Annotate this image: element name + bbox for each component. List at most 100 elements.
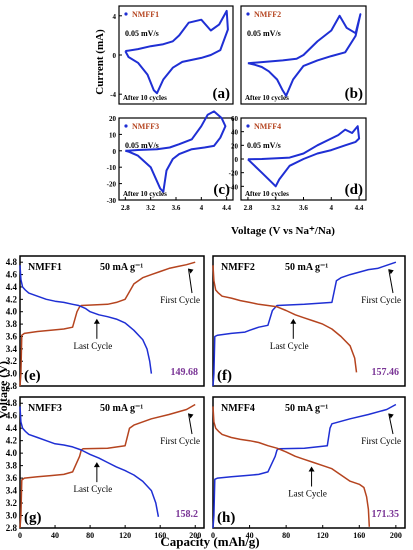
y-tick-label: 0 (113, 52, 117, 60)
panel-f: NMFF2 50 mA g⁻¹ (f) 157.46 First Cycle Last C… (212, 255, 406, 387)
y-tick-label: 4.4 (6, 282, 18, 292)
cv-x-axis-label: Voltage (V vs Na⁺/Na) (231, 225, 335, 237)
series-line (19, 261, 196, 387)
y-tick-label: 4.0 (6, 307, 18, 317)
series-line (212, 403, 397, 529)
panel-h: 0 40 80 120 160 200 NMFF4 50 mA g⁻¹ (h) 171.35 Fir… (211, 396, 406, 540)
x-tick-label: 0 (211, 531, 215, 540)
plot-frame (212, 396, 406, 529)
first-cycle-arrow (388, 269, 394, 294)
y-tick-label: -4 (110, 91, 116, 99)
series-line (212, 406, 371, 527)
legend-marker (246, 124, 250, 128)
panel-letter: (c) (213, 182, 230, 198)
first-cycle-arrow (187, 413, 193, 435)
last-cycle-annotation: Last Cycle (73, 341, 112, 351)
sample-label: NMFF2 (221, 262, 255, 273)
panel-g: 2.8 3.0 3.2 3.4 3.6 3.8 4.0 4.2 4.4 4.6 4.8 0 40 80 12… (6, 396, 205, 540)
first-cycle-arrow (187, 268, 193, 294)
y-tick-label: 3.4 (6, 486, 18, 496)
y-tick-label: 4.0 (6, 448, 18, 458)
x-tick-label: 120 (119, 531, 131, 540)
panel-a: -4 0 4 NMFF1 0.05 mV/s After 10 cycles (a) (110, 5, 234, 105)
series-line (19, 406, 160, 517)
legend-label: NMFF1 (132, 10, 159, 19)
cv-y-axis-label: Current (mA) (94, 29, 106, 95)
capacity-value-label: 157.46 (372, 367, 400, 378)
sample-label: NMFF3 (28, 403, 62, 414)
panel-letter: (b) (345, 86, 363, 102)
first-cycle-arrowhead (388, 269, 394, 275)
x-tick-label: 4 (200, 204, 204, 212)
last-cycle-arrowhead (93, 318, 100, 324)
y-tick-label: 4.4 (6, 423, 18, 433)
panel-c: -30 -20 -10 0 10 20 2.8 3.2 3.6 4 4.4 NMFF3 0.05 mV/… (107, 110, 234, 212)
y-tick-label: 4.2 (6, 294, 18, 304)
series-line (125, 110, 227, 193)
series-line (19, 265, 153, 374)
y-tick-label: 4.8 (6, 398, 18, 408)
y-tick-label: -10 (107, 164, 117, 172)
last-cycle-arrowhead (308, 466, 315, 472)
y-tick-label: 4.6 (6, 270, 18, 280)
scan-rate-label: 0.05 mV/s (247, 141, 281, 150)
y-tick-label: 2.8 (6, 381, 18, 391)
panel-letter: (h) (217, 510, 235, 526)
y-tick-label: -20 (107, 181, 117, 189)
first-cycle-arrow (388, 413, 394, 435)
legend-label: NMFF4 (254, 122, 281, 131)
legend-label: NMFF2 (254, 10, 281, 19)
y-tick-label: 4 (113, 13, 117, 21)
capacity-value-label: 158.2 (176, 509, 199, 520)
panel-letter: (a) (213, 86, 231, 102)
panel-e: 2.8 3.0 3.2 3.4 3.6 3.8 4.0 4.2 4.4 4.6 4.8 NMFF1 50… (6, 255, 205, 391)
y-tick-label: 3.8 (6, 319, 18, 329)
series-line (19, 403, 196, 529)
gcd-x-axis-label: Capacity (mAh/g) (160, 534, 259, 549)
first-cycle-annotation: First Cycle (361, 295, 401, 305)
cycles-note: After 10 cycles (123, 190, 167, 198)
last-cycle-annotation: Last Cycle (270, 341, 309, 351)
x-tick-label: 160 (154, 531, 166, 540)
current-density-label: 50 mA g⁻¹ (100, 403, 143, 414)
y-tick-label: 20 (231, 142, 239, 150)
series-line (212, 265, 358, 373)
y-tick-label: -20 (229, 170, 239, 178)
series-line (247, 13, 362, 97)
scan-rate-label: 0.05 mV/s (125, 29, 159, 38)
panel-letter: (f) (217, 368, 232, 384)
y-tick-label: 4.8 (6, 257, 18, 267)
last-cycle-arrowhead (290, 318, 297, 324)
panel-letter: (d) (345, 182, 363, 198)
legend-marker (124, 124, 128, 128)
y-tick-label: 60 (231, 115, 239, 123)
sample-label: NMFF1 (28, 262, 62, 273)
series-line (212, 261, 397, 387)
last-cycle-arrowhead (93, 462, 100, 468)
y-tick-label: 2.8 (6, 523, 18, 533)
x-tick-label: 160 (353, 531, 365, 540)
series-line (247, 125, 361, 188)
first-cycle-annotation: First Cycle (160, 436, 200, 446)
y-tick-label: 3.2 (6, 498, 18, 508)
x-tick-label: 80 (86, 531, 94, 540)
x-tick-label: 2.8 (121, 204, 130, 212)
x-tick-label: 3.6 (172, 204, 181, 212)
y-tick-label: 4.6 (6, 411, 18, 421)
x-tick-label: 4.4 (355, 204, 364, 212)
first-cycle-arrowhead (188, 413, 194, 419)
x-tick-label: 120 (317, 531, 329, 540)
x-tick-label: 3.6 (299, 204, 308, 212)
scan-rate-label: 0.05 mV/s (247, 29, 281, 38)
x-tick-label: 200 (189, 531, 201, 540)
x-tick-label: 0 (18, 531, 22, 540)
plot-frame (19, 255, 205, 387)
plot-frame (212, 255, 406, 387)
y-tick-label: 4.2 (6, 436, 18, 446)
x-tick-label: 2.8 (244, 204, 253, 212)
y-tick-label: 3.8 (6, 461, 18, 471)
legend-marker (124, 12, 128, 16)
cycles-note: After 10 cycles (245, 94, 289, 102)
panel-letter: (g) (24, 510, 42, 526)
